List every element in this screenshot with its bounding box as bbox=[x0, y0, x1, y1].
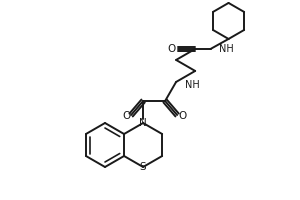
Text: S: S bbox=[140, 162, 146, 172]
Text: NH: NH bbox=[219, 44, 233, 54]
Text: NH: NH bbox=[185, 80, 200, 90]
Text: O: O bbox=[167, 44, 176, 54]
Text: N: N bbox=[139, 118, 147, 128]
Text: O: O bbox=[178, 111, 186, 121]
Text: O: O bbox=[122, 111, 130, 121]
